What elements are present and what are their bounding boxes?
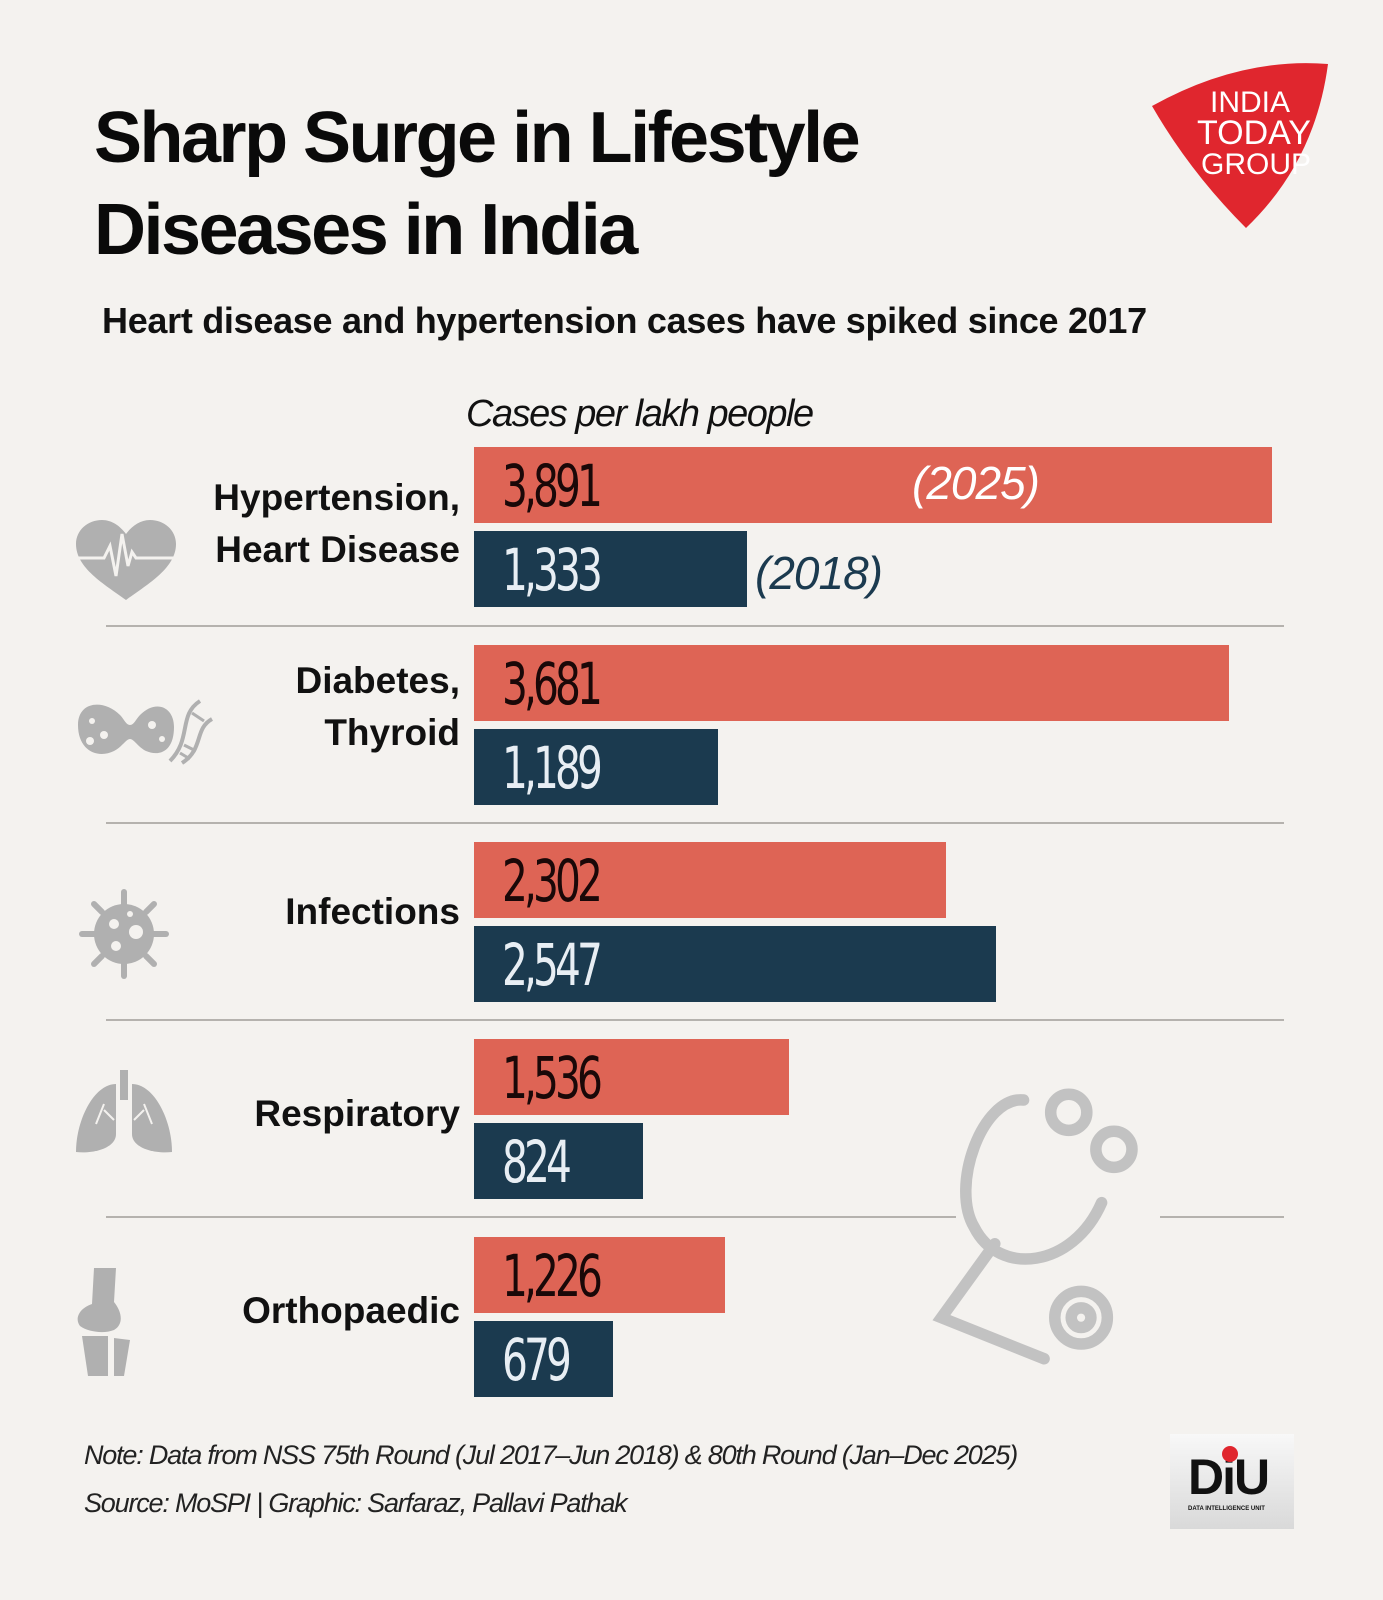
stethoscope-icon xyxy=(932,1088,1138,1365)
bar-value-label: 679 xyxy=(502,1326,572,1394)
india-today-group-logo: INDIA TODAY GROUP xyxy=(1152,63,1328,228)
bar-value-label: 1,226 xyxy=(502,1242,603,1310)
category-label-line: Hypertension, xyxy=(213,477,460,518)
bar-value-label: 824 xyxy=(502,1128,572,1196)
bar-2025-1: 3,681 xyxy=(474,645,1229,721)
footnote: Note: Data from NSS 75th Round (Jul 2017… xyxy=(84,1440,1018,1470)
year-label-2025: (2025) xyxy=(912,457,1040,509)
bar-value-label: 1,536 xyxy=(502,1044,603,1112)
bar-2025-0: 3,891 xyxy=(474,447,1272,523)
bar-2018-0: 1,333 xyxy=(474,531,748,607)
bar-2025-3: 1,536 xyxy=(474,1039,790,1115)
category-label-hypertension: Hypertension, Heart Disease xyxy=(213,472,460,576)
bar-value-label: 3,891 xyxy=(502,452,603,520)
unit-label: Cases per lakh people xyxy=(466,393,814,435)
category-label-infections: Infections xyxy=(285,891,460,932)
bar-2025-2: 2,302 xyxy=(474,842,947,918)
year-label-2018: (2018) xyxy=(755,547,883,599)
bar-2018-3: 824 xyxy=(474,1123,643,1199)
logo-line-1: INDIA xyxy=(1210,86,1290,119)
divider xyxy=(106,625,1284,627)
lungs-icon xyxy=(76,1070,172,1153)
bar-2018-2: 2,547 xyxy=(474,926,997,1002)
bar-value-label: 1,333 xyxy=(502,536,603,604)
logo-line-2: TODAY xyxy=(1197,114,1311,152)
divider xyxy=(106,822,1284,824)
chart-title: Sharp Surge in Lifestyle Diseases in Ind… xyxy=(94,92,861,276)
bar-2018-1: 1,189 xyxy=(474,729,718,805)
category-label-diabetes: Diabetes, Thyroid xyxy=(295,655,460,759)
bar-value-label: 2,547 xyxy=(502,931,603,999)
diu-logo-dot xyxy=(1222,1446,1238,1462)
bar-2025-4: 1,226 xyxy=(474,1237,726,1313)
diu-logo-subtext: DATA INTELLIGENCE UNIT xyxy=(1188,1506,1265,1512)
bar-2018-4: 679 xyxy=(474,1321,614,1397)
source-credit: Source: MoSPI | Graphic: Sarfaraz, Palla… xyxy=(84,1488,628,1518)
divider xyxy=(1160,1216,1284,1218)
virus-icon xyxy=(79,889,169,979)
logo-shape xyxy=(1152,63,1328,228)
category-label-orthopaedic: Orthopaedic xyxy=(242,1290,460,1331)
diu-logo: DiU DATA INTELLIGENCE UNIT xyxy=(1170,1434,1294,1529)
bar-value-label: 3,681 xyxy=(502,650,603,718)
category-label-line: Thyroid xyxy=(324,712,460,753)
title-line-2: Diseases in India xyxy=(94,190,638,270)
title-line-1: Sharp Surge in Lifestyle xyxy=(94,98,861,178)
heart-pulse-icon xyxy=(76,520,176,600)
category-label-line: Diabetes, xyxy=(295,660,460,701)
category-label-respiratory: Respiratory xyxy=(254,1093,460,1134)
logo-line-3: GROUP xyxy=(1201,148,1311,181)
bar-value-label: 2,302 xyxy=(502,847,603,915)
divider xyxy=(106,1019,1284,1021)
chart-subtitle: Heart disease and hypertension cases hav… xyxy=(102,300,1147,341)
knee-bone-icon xyxy=(77,1268,130,1376)
thyroid-dna-icon xyxy=(78,699,214,765)
divider xyxy=(106,1216,956,1218)
bar-value-label: 1,189 xyxy=(502,734,603,802)
category-label-line: Heart Disease xyxy=(215,529,460,570)
